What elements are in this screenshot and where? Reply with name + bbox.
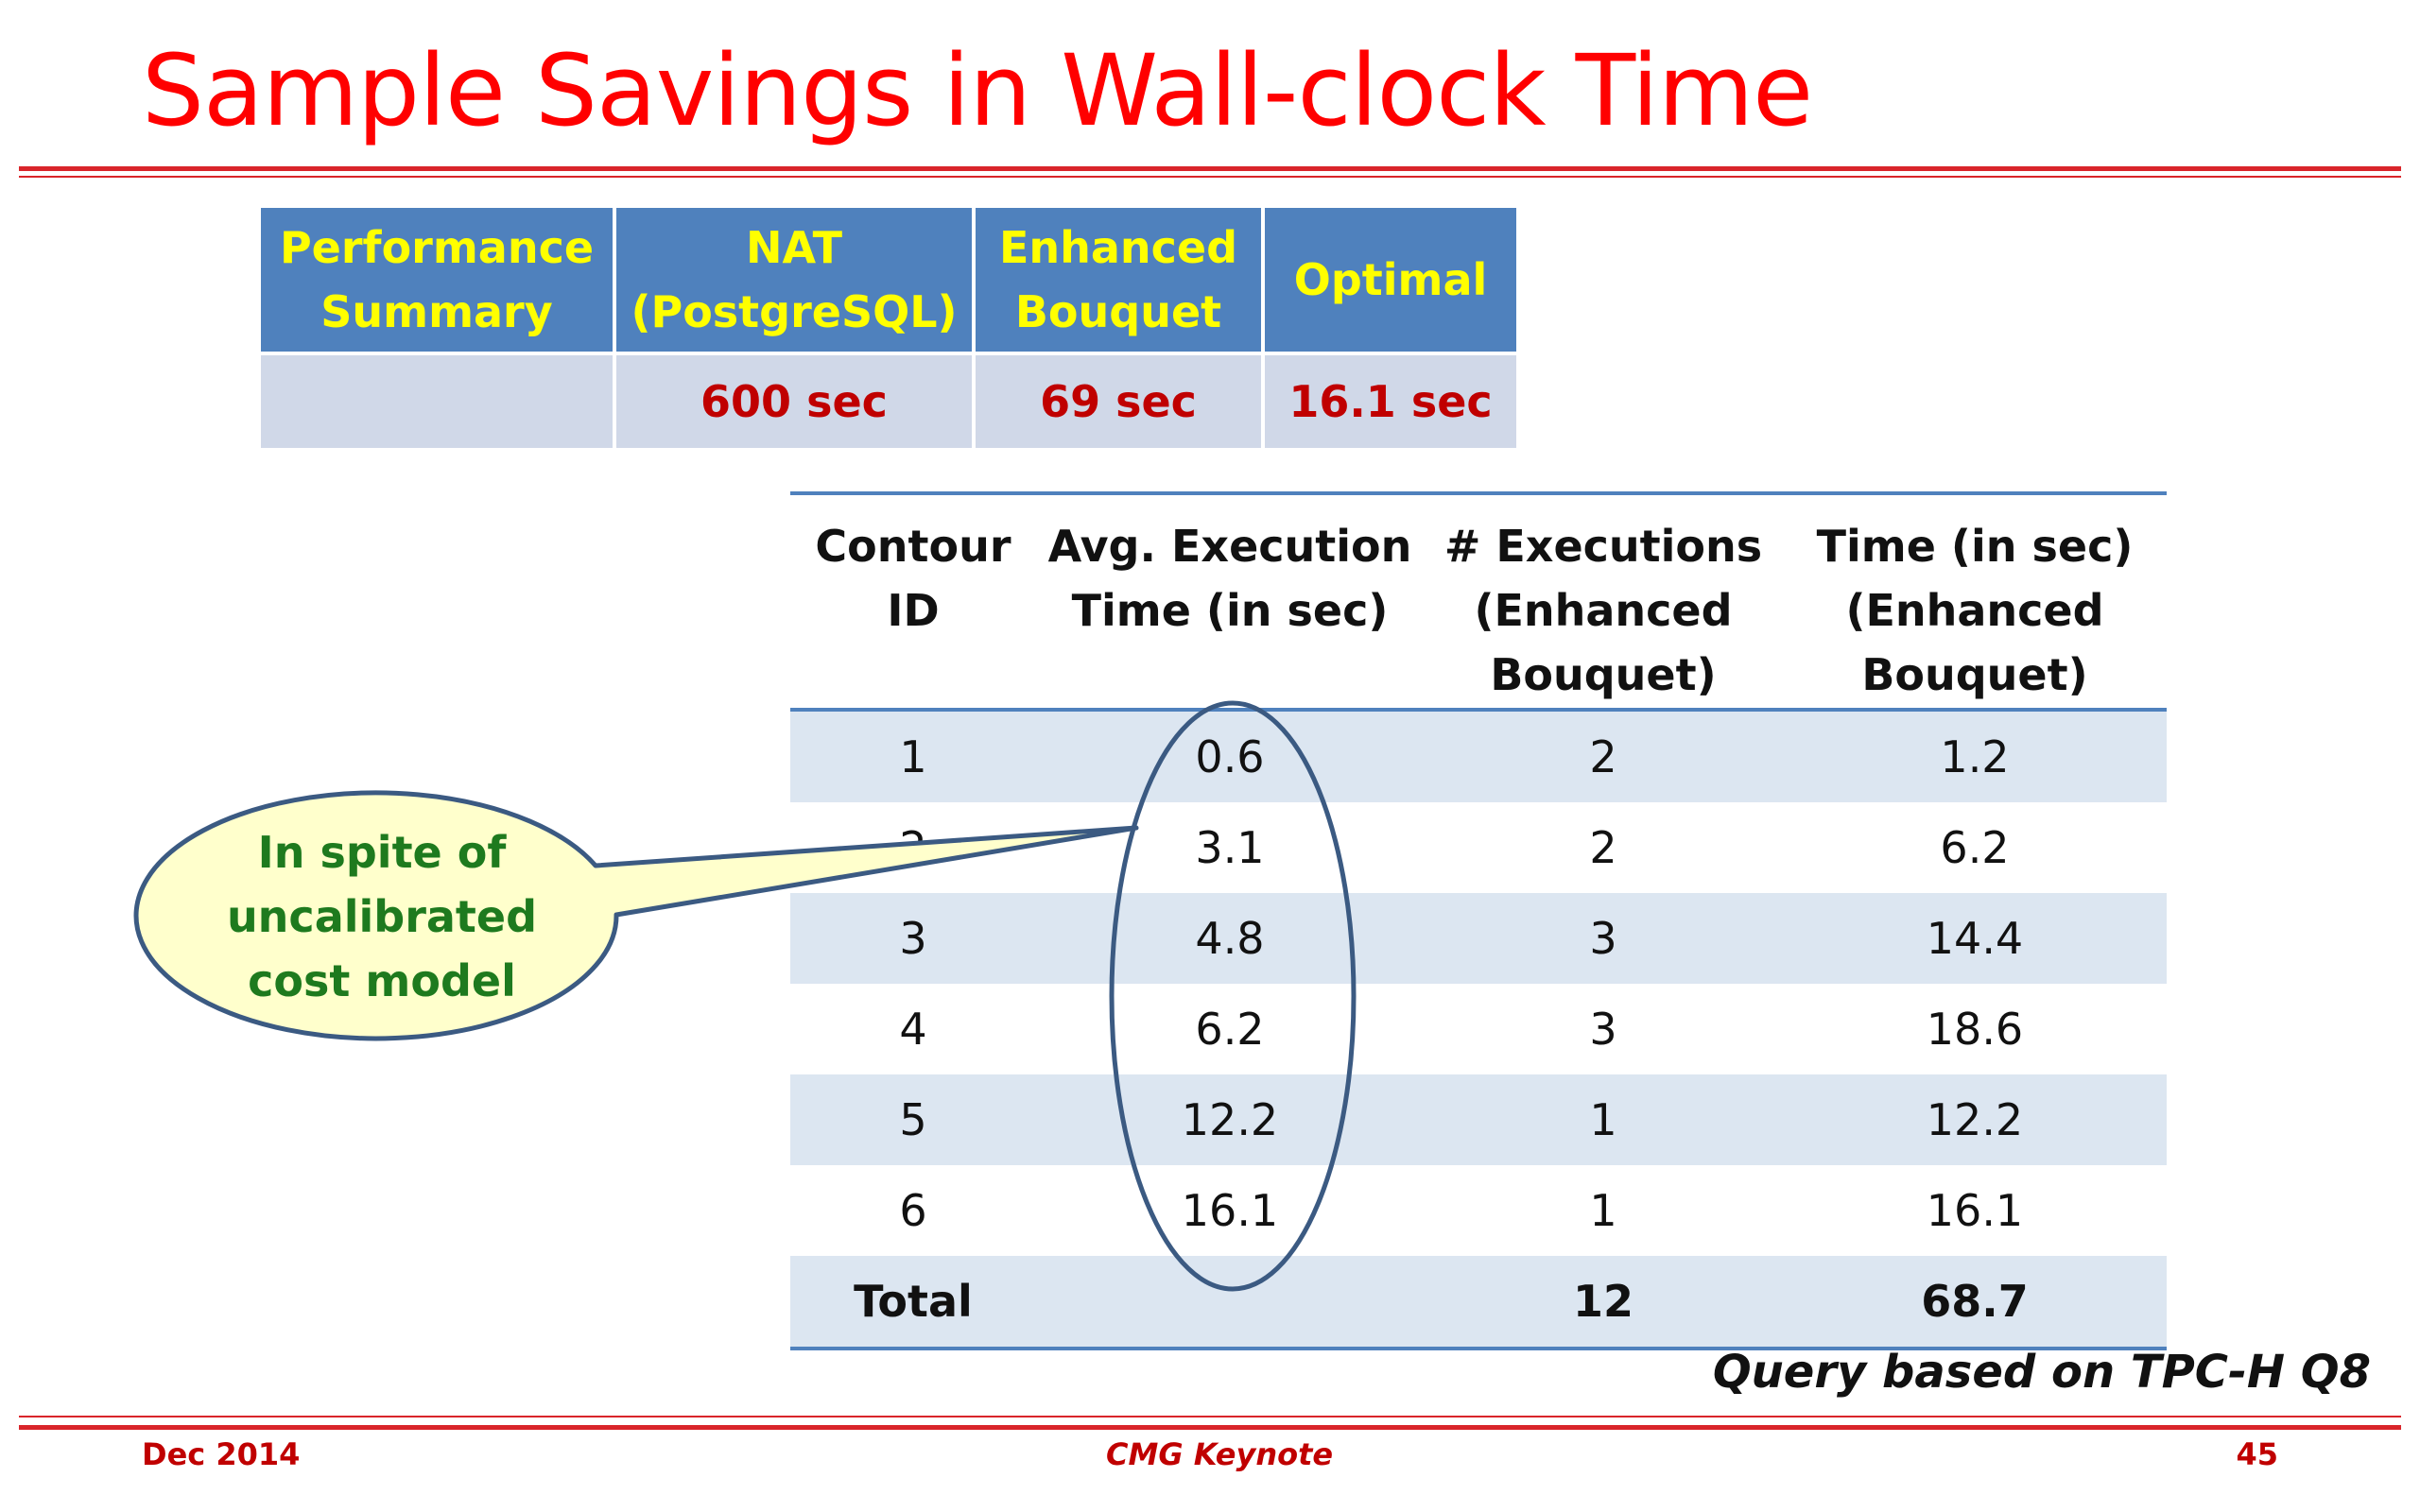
title-rule-thin bbox=[19, 176, 2401, 178]
cell-total-time: 16.1 bbox=[1926, 1185, 2024, 1236]
summary-value-optimal: 16.1 sec bbox=[1261, 352, 1520, 452]
cell-avg-time: 16.1 bbox=[1181, 1185, 1279, 1236]
cell-executions: 2 bbox=[1589, 822, 1617, 873]
summary-value-nat: 600 sec bbox=[613, 352, 976, 452]
table-row: 3 4.8 3 14.4 bbox=[790, 893, 2167, 984]
cell-total-time: 6.2 bbox=[1940, 822, 2010, 873]
footer-date: Dec 2014 bbox=[142, 1436, 301, 1472]
total-time: 68.7 bbox=[1783, 1256, 2167, 1350]
cell-total-time: 12.2 bbox=[1783, 1074, 2167, 1165]
contour-table-wrapper: Contour ID Avg. Execution Time (in sec) … bbox=[790, 491, 2167, 1350]
table-row: 6 16.1 1 16.1 bbox=[790, 1165, 2167, 1256]
summary-header-enhanced-bouquet: Enhanced Bouquet bbox=[972, 204, 1265, 355]
contour-execution-table: Contour ID Avg. Execution Time (in sec) … bbox=[790, 491, 2167, 1350]
footer-event: CMG Keynote bbox=[1106, 1436, 1334, 1472]
cell-executions: 1 bbox=[1424, 1074, 1783, 1165]
callout-text: In spite of uncalibrated cost model bbox=[226, 827, 538, 1006]
performance-summary-table: Performance Summary NAT (PostgreSQL) Enh… bbox=[257, 204, 1520, 452]
cell-contour-id: 1 bbox=[790, 710, 1036, 802]
summary-value-row: 600 sec 69 sec 16.1 sec bbox=[257, 352, 1520, 452]
query-note: Query based on TPC-H Q8 bbox=[1712, 1346, 2371, 1399]
total-avg-time bbox=[1036, 1256, 1424, 1350]
total-row: Total 12 68.7 bbox=[790, 1256, 2167, 1350]
cell-total-time: 18.6 bbox=[1926, 1004, 2024, 1055]
cell-avg-time: 3.1 bbox=[1195, 822, 1265, 873]
cell-total-time: 1.2 bbox=[1783, 710, 2167, 802]
cell-avg-time: 6.2 bbox=[1195, 1004, 1265, 1055]
callout-bubble bbox=[133, 790, 1139, 1041]
highlight-ellipse bbox=[1109, 700, 1357, 1292]
header-avg-execution-time: Avg. Execution Time (in sec) bbox=[1047, 521, 1412, 636]
summary-header-nat: NAT (PostgreSQL) bbox=[613, 204, 976, 355]
cell-executions: 1 bbox=[1589, 1185, 1617, 1236]
footer-rule-thin bbox=[19, 1416, 2401, 1418]
slide-title: Sample Savings in Wall-clock Time bbox=[142, 33, 1813, 148]
cell-executions: 3 bbox=[1424, 893, 1783, 984]
header-contour-id: Contour ID bbox=[815, 521, 1011, 636]
total-label: Total bbox=[790, 1256, 1036, 1350]
cell-avg-time: 12.2 bbox=[1036, 1074, 1424, 1165]
cell-avg-time: 0.6 bbox=[1036, 710, 1424, 802]
table-row: 4 6.2 3 18.6 bbox=[790, 984, 2167, 1074]
title-rule bbox=[19, 166, 2401, 171]
cell-contour-id: 6 bbox=[899, 1185, 927, 1236]
summary-header-optimal: Optimal bbox=[1261, 204, 1520, 355]
footer-page-number: 45 bbox=[2236, 1436, 2278, 1472]
summary-header-performance: Performance Summary bbox=[257, 204, 616, 355]
cell-contour-id: 4 bbox=[899, 1004, 927, 1055]
cell-contour-id: 3 bbox=[790, 893, 1036, 984]
summary-value-enhanced-bouquet: 69 sec bbox=[972, 352, 1265, 452]
summary-header-row: Performance Summary NAT (PostgreSQL) Enh… bbox=[257, 204, 1520, 355]
header-time-enhanced-bouquet: Time (in sec) (Enhanced Bouquet) bbox=[1816, 521, 2134, 700]
cell-avg-time: 4.8 bbox=[1036, 893, 1424, 984]
table-row: 1 0.6 2 1.2 bbox=[790, 710, 2167, 802]
cell-executions: 2 bbox=[1424, 710, 1783, 802]
total-executions: 12 bbox=[1424, 1256, 1783, 1350]
cell-executions: 3 bbox=[1589, 1004, 1617, 1055]
footer-rule bbox=[19, 1425, 2401, 1430]
cell-contour-id: 5 bbox=[790, 1074, 1036, 1165]
contour-header-row: Contour ID Avg. Execution Time (in sec) … bbox=[790, 493, 2167, 710]
header-executions: # Executions (Enhanced Bouquet) bbox=[1443, 521, 1763, 700]
cell-total-time: 14.4 bbox=[1783, 893, 2167, 984]
summary-value-label bbox=[257, 352, 616, 452]
table-row: 5 12.2 1 12.2 bbox=[790, 1074, 2167, 1165]
